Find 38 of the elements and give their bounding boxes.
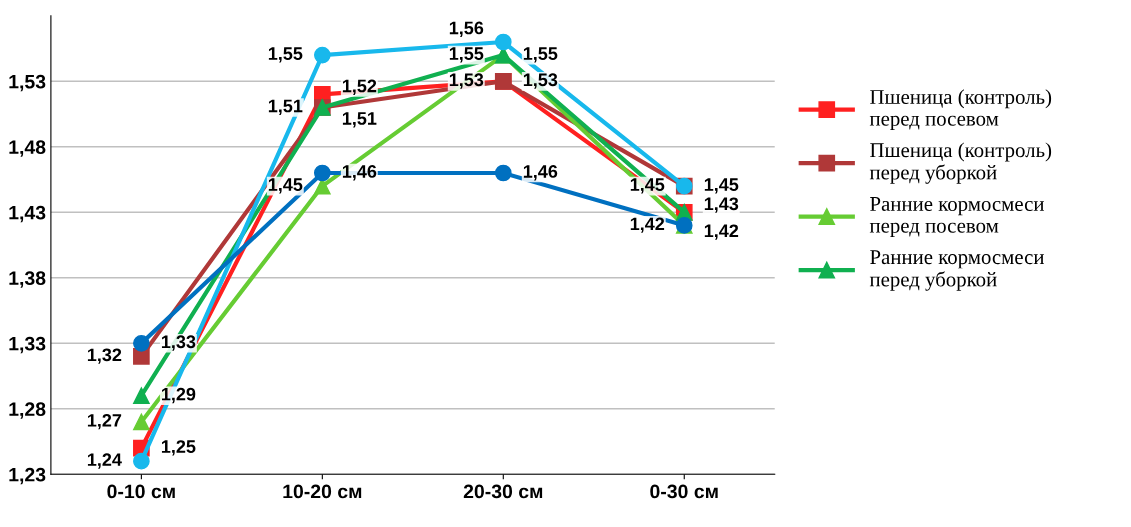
x-tick-label: 0-30 см [650,484,718,499]
data-label: 1,42 [630,217,665,233]
data-label: 1,24 [87,453,122,469]
legend-label: Пшеница (контроль) перед уборкой [869,142,1052,184]
y-tick-label: 1,43 [9,205,46,223]
legend-label: Ранние кормосмеси перед уборкой [869,250,1045,291]
data-label: 1,51 [268,99,303,115]
y-tick-label: 1,38 [9,271,46,288]
data-label: 1,27 [87,413,122,430]
y-tick-label: 1,53 [9,74,46,92]
data-label: 1,53 [449,73,484,89]
legend-label: Ранние кормосмеси перед посевом [869,197,1045,237]
data-label: 1,55 [449,47,484,63]
data-label: 1,25 [161,440,196,456]
data-label: 1,45 [704,178,739,194]
data-label: 1,51 [342,112,377,128]
data-label: 1,45 [630,178,665,194]
data-label: 1,32 [87,348,122,364]
data-label: 1,52 [342,79,377,95]
data-label: 1,55 [523,47,558,63]
y-tick-label: 1,48 [9,140,46,157]
data-label: 1,53 [523,73,558,89]
data-label: 1,45 [268,178,303,194]
legend-label: Пшеница (контроль) перед посевом [869,89,1052,130]
y-tick-label: 1,28 [9,402,46,419]
x-tick-label: 0-10 см [107,484,175,499]
data-label: 1,55 [268,47,303,63]
data-label: 1,42 [704,224,739,240]
data-label: 1,56 [449,21,484,37]
y-tick-label: 1,23 [9,467,46,485]
data-label: 1,46 [342,165,377,181]
data-label: 1,46 [523,165,558,181]
x-tick-label: 10-20 см [283,484,362,499]
data-label: 1,29 [161,387,196,404]
y-tick-label: 1,33 [9,336,46,354]
data-label: 1,43 [704,197,739,213]
data-label: 1,33 [161,335,196,351]
x-tick-label: 20-30 см [463,484,543,499]
